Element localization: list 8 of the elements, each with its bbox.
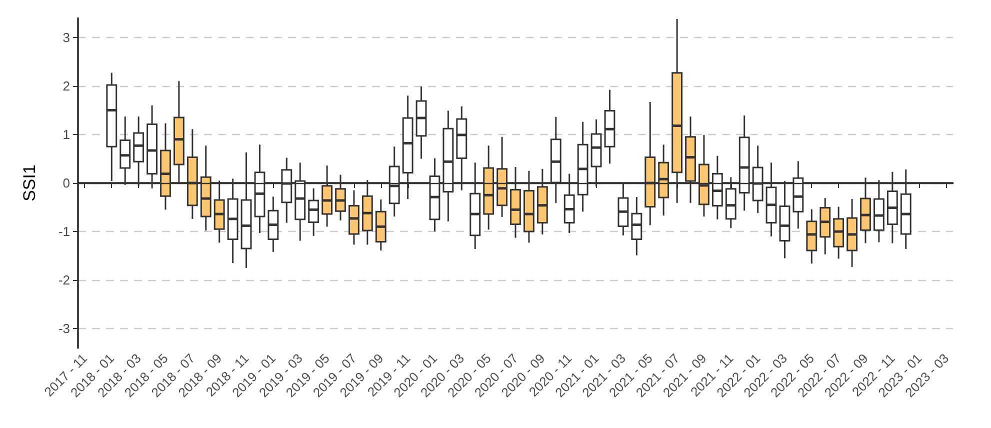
y-tick-label: 0 bbox=[62, 176, 70, 190]
y-tick-label: 2 bbox=[62, 78, 70, 94]
y-tick-label: -3 bbox=[58, 321, 70, 336]
y-axis-title: SSI1 bbox=[20, 164, 39, 202]
y-tick-label: -2 bbox=[58, 272, 70, 288]
y-tick-label: 3 bbox=[62, 30, 70, 45]
y-tick-label: 1 bbox=[62, 126, 70, 142]
y-tick-label: -1 bbox=[58, 224, 70, 240]
